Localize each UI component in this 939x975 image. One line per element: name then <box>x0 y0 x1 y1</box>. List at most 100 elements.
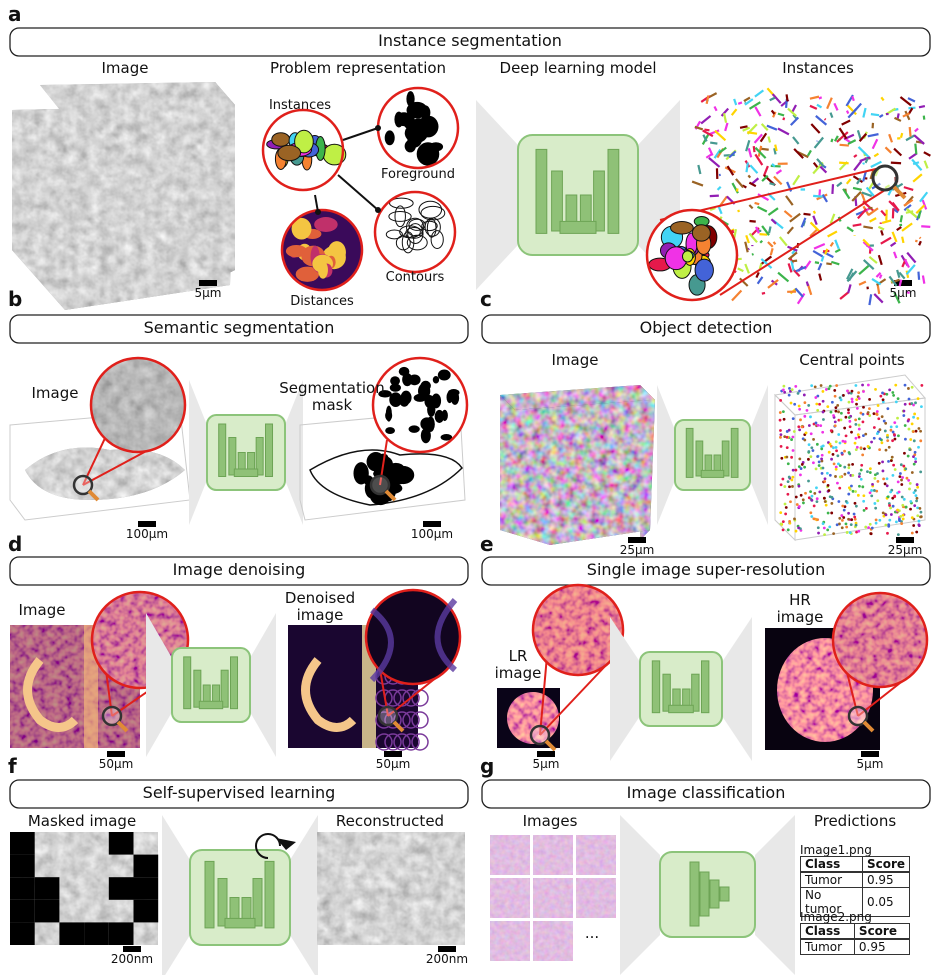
point <box>885 477 889 481</box>
instance <box>760 147 769 151</box>
instance <box>863 225 874 230</box>
point <box>883 482 887 486</box>
point <box>888 504 891 507</box>
point <box>838 475 842 479</box>
point <box>868 407 871 411</box>
instance <box>709 206 716 211</box>
instance <box>702 134 708 142</box>
point <box>822 496 826 500</box>
panel-letter: c <box>480 287 492 311</box>
point <box>878 428 882 432</box>
point <box>831 452 835 456</box>
point <box>888 518 892 522</box>
instance <box>893 251 898 259</box>
instance <box>839 143 849 147</box>
point <box>861 412 865 416</box>
blob <box>398 366 410 376</box>
instance <box>805 281 810 287</box>
point <box>868 467 872 471</box>
point <box>838 396 842 400</box>
mask-patch <box>108 922 134 945</box>
cell <box>402 689 420 707</box>
blob <box>694 258 714 282</box>
instance <box>812 249 824 258</box>
point <box>820 457 824 461</box>
point <box>826 483 830 487</box>
instance <box>757 193 770 202</box>
mask-patch <box>108 832 134 855</box>
model-layer <box>228 437 237 476</box>
instance <box>877 254 883 266</box>
point <box>781 528 785 532</box>
instance <box>772 111 777 118</box>
panel-letter: a <box>8 2 22 26</box>
instance <box>847 284 852 294</box>
instance <box>767 207 779 216</box>
column-header: Score <box>853 923 911 940</box>
point <box>894 400 898 404</box>
instance <box>759 233 768 236</box>
point <box>871 482 874 486</box>
point <box>886 495 890 499</box>
point <box>853 501 857 505</box>
point <box>881 398 885 402</box>
point <box>868 522 872 526</box>
point <box>823 480 827 483</box>
point <box>798 407 802 411</box>
instance <box>894 116 902 122</box>
point <box>897 434 900 438</box>
table-cell: 0.95 <box>861 871 911 888</box>
point <box>794 384 798 388</box>
blob <box>389 383 401 392</box>
instance <box>846 268 854 280</box>
thumbnail-texture <box>533 835 573 875</box>
point <box>786 462 790 466</box>
point <box>890 455 894 459</box>
point <box>910 385 914 389</box>
point <box>912 439 916 443</box>
point <box>916 506 920 510</box>
point <box>849 391 853 395</box>
point <box>891 504 895 508</box>
point <box>815 442 819 446</box>
instance <box>792 136 800 145</box>
point <box>877 417 881 421</box>
magnifier-handle <box>392 720 405 733</box>
instance <box>830 138 834 143</box>
blob <box>691 224 711 242</box>
point <box>899 472 902 475</box>
point <box>816 408 820 412</box>
scale-label: 100µm <box>125 527 169 541</box>
point <box>837 500 841 503</box>
instance <box>809 95 820 100</box>
point <box>901 476 905 479</box>
point <box>820 471 824 475</box>
blob <box>408 425 420 433</box>
point <box>858 484 861 488</box>
point <box>782 384 786 388</box>
point <box>881 460 884 464</box>
point <box>824 503 828 507</box>
point <box>807 443 811 447</box>
table-cell: 0.05 <box>861 887 911 917</box>
scale-bar <box>861 751 879 757</box>
instance <box>867 207 879 217</box>
instance <box>824 248 829 255</box>
funnel <box>620 815 660 975</box>
point <box>913 412 917 416</box>
point <box>833 394 837 398</box>
zoom-texture <box>833 593 927 687</box>
instance <box>922 115 926 120</box>
point <box>800 425 804 429</box>
instance <box>758 263 763 270</box>
image-label: LR image <box>494 647 542 683</box>
point <box>791 449 795 452</box>
point <box>807 496 811 500</box>
point <box>906 419 910 423</box>
instance <box>744 241 749 253</box>
instance <box>905 134 916 142</box>
instance <box>759 239 763 244</box>
instance <box>880 209 887 217</box>
scale-label: 5µm <box>889 286 917 300</box>
instance <box>796 292 806 305</box>
